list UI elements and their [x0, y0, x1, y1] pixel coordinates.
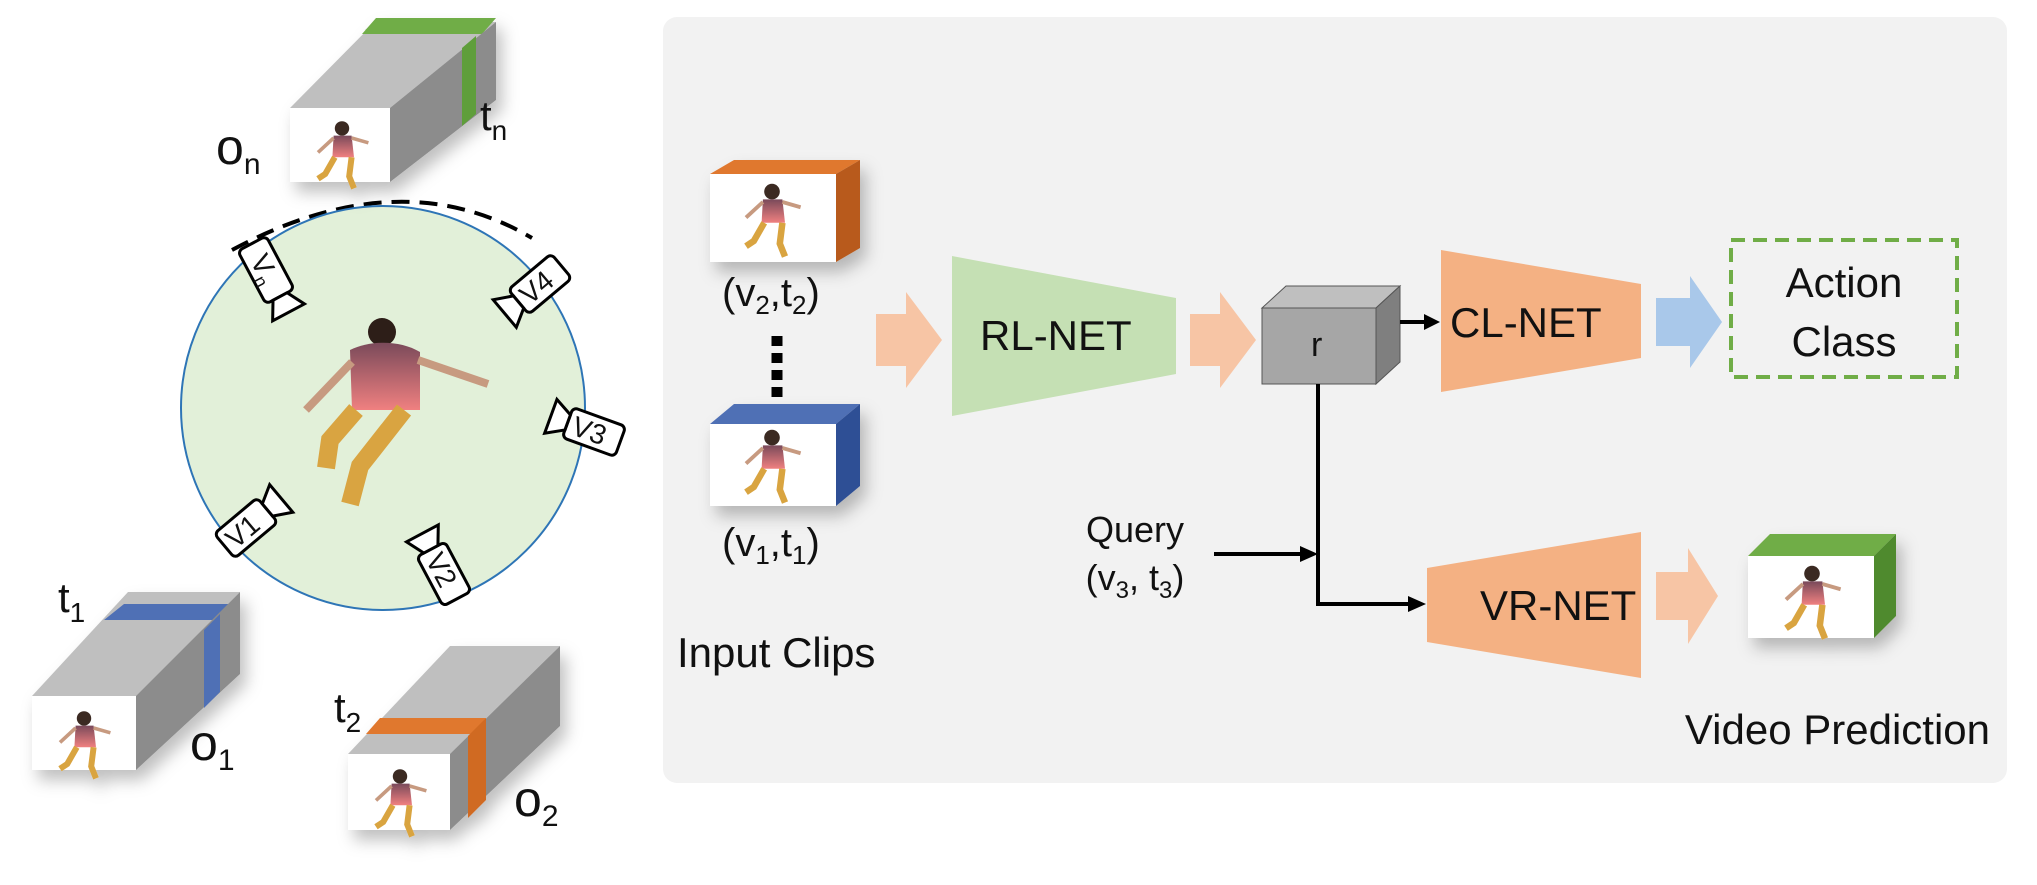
vr-net-block — [1427, 532, 1641, 678]
cube-o2-time-label: t2 — [334, 684, 361, 738]
cl-net-label: CL-NET — [1450, 299, 1602, 346]
action-class-box — [1729, 238, 1959, 379]
input-clip-bottom-label: (v1,t1) — [722, 521, 820, 570]
cube-on-time-label: tn — [480, 92, 507, 146]
video-prediction-caption: Video Prediction — [1685, 706, 1990, 753]
cube-o2-obs-label: o2 — [514, 771, 559, 833]
arrow-to-r — [1190, 292, 1256, 388]
arrow-to-action-class — [1656, 276, 1722, 368]
central-person-figure — [303, 318, 490, 507]
query-arrowhead — [1300, 546, 1318, 562]
predicted-clip — [1748, 534, 1896, 639]
input-clips-caption: Input Clips — [677, 629, 875, 676]
arrow-to-prediction — [1656, 548, 1718, 644]
representation-cube — [1260, 284, 1402, 386]
action-class-line1: Action — [1786, 259, 1903, 306]
cube-o1 — [32, 592, 240, 778]
query-label: Query — [1086, 509, 1184, 550]
representation-r-label: r — [1311, 326, 1322, 364]
cl-net-block — [1441, 250, 1641, 392]
cube-on — [290, 18, 496, 188]
input-clip-top — [710, 160, 860, 262]
arrow-to-rl-net — [876, 292, 942, 388]
rl-net-block — [952, 256, 1176, 416]
arrowhead-cl-net — [1424, 314, 1440, 330]
cube-o2 — [348, 646, 560, 836]
vr-net-label: VR-NET — [1480, 582, 1636, 629]
camera-vn: Vn — [238, 236, 308, 324]
cube-on-obs-label: on — [216, 119, 261, 181]
cube-o1-time-label: t1 — [58, 574, 85, 628]
cube-o1-obs-label: o1 — [190, 715, 235, 777]
action-class-line2: Class — [1791, 318, 1896, 365]
input-clip-bottom — [710, 404, 860, 506]
camera-v3: V3 — [542, 396, 626, 457]
camera-v2: V2 — [403, 522, 472, 606]
rl-net-label: RL-NET — [980, 312, 1132, 359]
query-params: (v3, t3) — [1086, 557, 1185, 604]
input-clip-top-label: (v2,t2) — [722, 271, 820, 320]
camera-v4: V4 — [490, 254, 572, 331]
arrowhead-vr-net — [1408, 596, 1426, 612]
